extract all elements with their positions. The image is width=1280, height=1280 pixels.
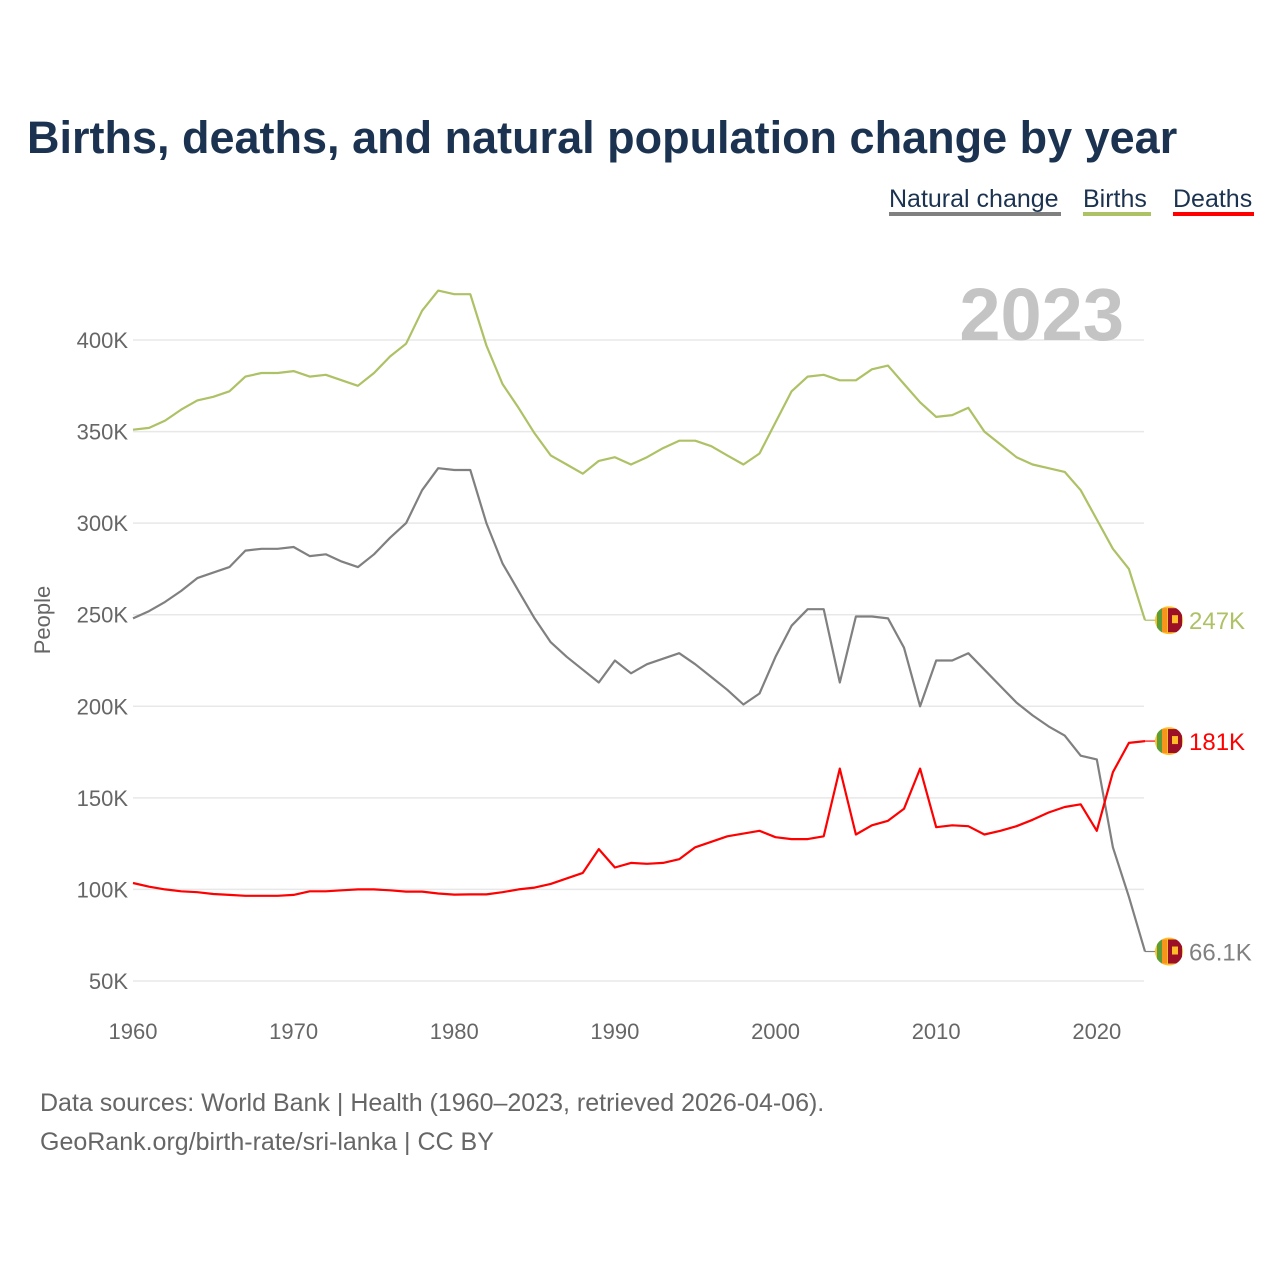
y-tick-label: 300K xyxy=(77,511,129,536)
y-tick-label: 400K xyxy=(77,328,129,353)
legend: Natural change Births Deaths xyxy=(889,185,1254,216)
series-line-deaths xyxy=(132,740,1146,897)
y-axis-label: People xyxy=(30,586,55,655)
x-tick-label: 2020 xyxy=(1072,1019,1121,1044)
series-line-births xyxy=(132,289,1147,621)
y-tick-label: 350K xyxy=(77,420,129,445)
legend-item-deaths[interactable]: Deaths xyxy=(1173,185,1252,213)
y-axis: 50K 100K 150K 200K 250K 300K 350K 400K xyxy=(77,328,129,994)
flag-orange xyxy=(1162,939,1167,964)
series-line-natural-change xyxy=(132,467,1147,952)
gridlines xyxy=(133,339,1144,982)
chart-title: Births, deaths, and natural population c… xyxy=(27,112,1177,163)
sri-lanka-flag-icon xyxy=(1155,727,1183,756)
flag-orange xyxy=(1162,608,1167,633)
legend-item-natural-change[interactable]: Natural change xyxy=(889,185,1059,213)
flag-lion xyxy=(1172,736,1178,745)
y-tick-label: 250K xyxy=(77,603,129,628)
credit-note: GeoRank.org/birth-rate/sri-lanka | CC BY xyxy=(40,1128,494,1156)
flag-green xyxy=(1157,939,1162,964)
end-value-label: 66.1K xyxy=(1189,940,1252,967)
x-tick-label: 1990 xyxy=(590,1019,639,1044)
x-tick-label: 2010 xyxy=(912,1019,961,1044)
legend-swatch xyxy=(1173,212,1254,216)
y-tick-label: 150K xyxy=(77,786,129,811)
x-tick-label: 2000 xyxy=(751,1019,800,1044)
flag-body xyxy=(1155,937,1183,966)
legend-item-births[interactable]: Births xyxy=(1083,185,1147,213)
legend-swatch xyxy=(889,212,1061,216)
legend-swatch xyxy=(1083,212,1151,216)
flag-green xyxy=(1157,608,1162,633)
x-tick-label: 1970 xyxy=(269,1019,318,1044)
end-value-label: 247K xyxy=(1189,608,1245,635)
year-watermark: 2023 xyxy=(959,273,1124,356)
end-value-label: 181K xyxy=(1189,729,1245,756)
source-note: Data sources: World Bank | Health (1960–… xyxy=(40,1089,824,1117)
flag-orange xyxy=(1162,729,1167,754)
y-tick-label: 200K xyxy=(77,694,129,719)
x-tick-label: 1960 xyxy=(109,1019,158,1044)
series-lines xyxy=(132,289,1147,952)
flag-body xyxy=(1155,606,1183,635)
x-axis: 1960 1970 1980 1990 2000 2010 2020 xyxy=(109,1019,1122,1044)
y-tick-label: 100K xyxy=(77,877,129,902)
flag-lion xyxy=(1172,615,1178,624)
y-tick-label: 50K xyxy=(89,969,128,994)
end-labels: 247K 66.1K 181K xyxy=(1145,606,1252,967)
x-tick-label: 1980 xyxy=(430,1019,479,1044)
flag-body xyxy=(1155,727,1183,756)
sri-lanka-flag-icon xyxy=(1155,937,1183,966)
flag-green xyxy=(1157,729,1162,754)
sri-lanka-flag-icon xyxy=(1155,606,1183,635)
flag-lion xyxy=(1172,946,1178,955)
